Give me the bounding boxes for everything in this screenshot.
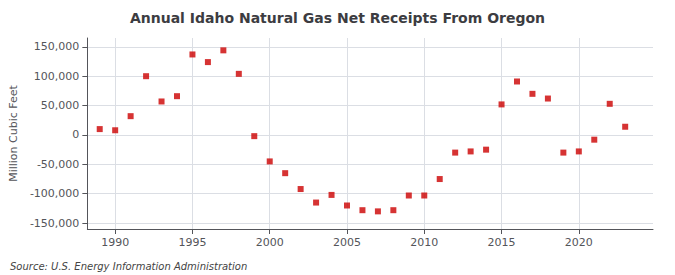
svg-text:Annual Idaho Natural Gas Net R: Annual Idaho Natural Gas Net Receipts Fr…	[130, 10, 545, 26]
svg-text:2005: 2005	[333, 236, 361, 249]
svg-text:Source: U.S. Energy Informatio: Source: U.S. Energy Information Administ…	[10, 261, 247, 272]
svg-text:0: 0	[72, 128, 79, 141]
svg-text:1990: 1990	[101, 236, 129, 249]
svg-text:-50,000: -50,000	[37, 158, 79, 171]
svg-text:2020: 2020	[565, 236, 593, 249]
svg-text:150,000: 150,000	[34, 40, 80, 53]
svg-text:2000: 2000	[256, 236, 284, 249]
svg-text:1995: 1995	[178, 236, 206, 249]
svg-text:-100,000: -100,000	[30, 187, 79, 200]
svg-text:2015: 2015	[488, 236, 516, 249]
svg-text:-150,000: -150,000	[30, 217, 79, 230]
svg-text:50,000: 50,000	[41, 99, 80, 112]
svg-text:2010: 2010	[410, 236, 438, 249]
svg-text:Million Cubic Feet: Million Cubic Feet	[7, 84, 20, 181]
svg-text:100,000: 100,000	[34, 70, 80, 83]
